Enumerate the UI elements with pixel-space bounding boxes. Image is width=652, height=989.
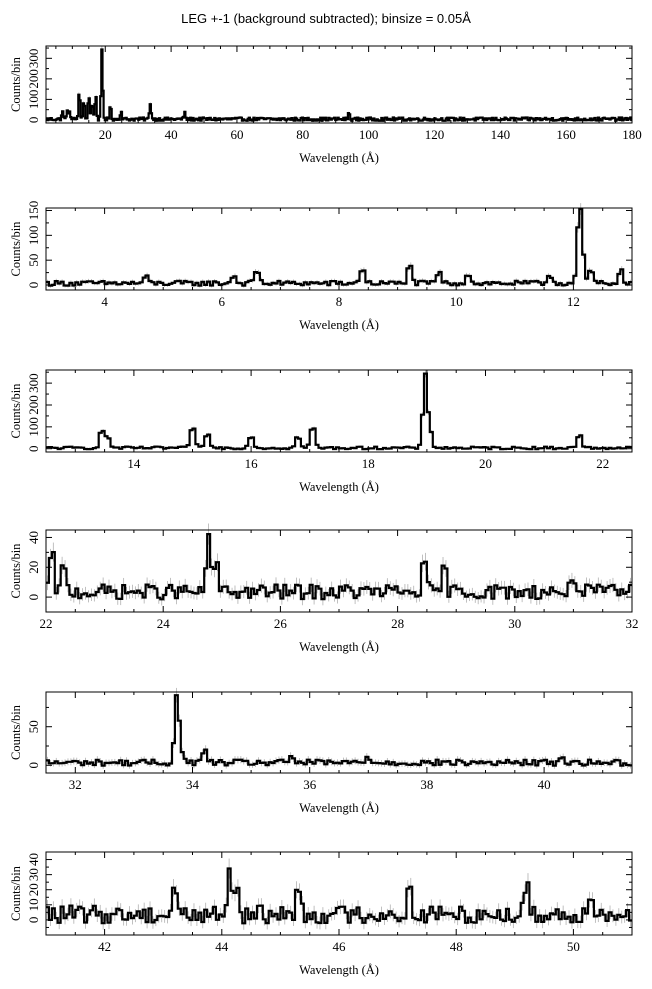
panel-2-x-axis-label: Wavelength (Å) bbox=[299, 318, 379, 332]
panel-5-x-tick-label: 38 bbox=[420, 777, 433, 792]
panel-5-error-bars bbox=[47, 687, 631, 769]
panel-5: 32 34 36 38 40 0 50 Wavelength (Å) Counts/bin bbox=[9, 687, 633, 815]
panel-3-x-tick-label: 20 bbox=[479, 456, 492, 471]
panel-3-y-tick-label: 300 bbox=[26, 373, 41, 393]
panel-3-x-axis-label: Wavelength (Å) bbox=[299, 480, 379, 494]
panel-3-x-tick-label: 22 bbox=[596, 456, 609, 471]
panel-2: 4 6 8 10 12 0 50 100 150 Wavelength (Å) Counts/bin bbox=[9, 201, 633, 332]
panel-4-y-axis-label: Counts/bin bbox=[9, 543, 23, 599]
panel-4-y-tick-label: 40 bbox=[26, 531, 41, 544]
panel-1-y-tick-label: 300 bbox=[26, 49, 41, 69]
panel-6: 42 44 46 48 50 0 10 20 30 40 Wavelength (Å) Counts/… bbox=[9, 851, 633, 977]
panel-1-spectrum-line bbox=[46, 48, 633, 122]
panel-6-spectrum-line bbox=[46, 867, 632, 925]
panel-6-x-axis-label: Wavelength (Å) bbox=[299, 963, 379, 977]
panel-6-y-tick-label: 10 bbox=[26, 898, 41, 911]
panel-6-y-tick-label: 20 bbox=[26, 883, 41, 896]
panel-6-y-tick-label: 30 bbox=[26, 868, 41, 881]
panel-3-plot-frame bbox=[45, 369, 633, 453]
panel-3-x-tick-label: 16 bbox=[245, 456, 259, 471]
panel-2-y-tick-label: 100 bbox=[26, 226, 41, 246]
panel-4-x-axis-label: Wavelength (Å) bbox=[299, 640, 379, 654]
panel-4-x-tick-label: 28 bbox=[391, 616, 404, 631]
panel-3-spectrum-line bbox=[46, 372, 632, 451]
panel-1-x-tick-label: 20 bbox=[99, 127, 112, 142]
panel-5-x-axis-label: Wavelength (Å) bbox=[299, 801, 379, 815]
panel-2-error-bars bbox=[47, 203, 631, 288]
panel-5-y-tick-label: 0 bbox=[26, 762, 41, 769]
panel-3: 14 16 18 20 22 0 100 200 300 Wavelength (Å) Counts… bbox=[9, 369, 633, 494]
panel-2-plot-frame bbox=[45, 207, 633, 291]
panel-1-error-bars bbox=[46, 46, 633, 122]
panel-4-x-tick-label: 32 bbox=[626, 616, 639, 631]
panel-1-x-tick-label: 100 bbox=[359, 127, 379, 142]
panel-6-y-tick-label: 0 bbox=[26, 917, 41, 924]
panel-1-x-tick-label: 160 bbox=[556, 127, 576, 142]
panel-2-x-tick-label: 10 bbox=[450, 294, 463, 309]
panel-1-y-tick-label: 0 bbox=[26, 117, 41, 124]
panel-2-y-tick-label: 150 bbox=[26, 201, 41, 221]
panel-4-x-tick-label: 26 bbox=[274, 616, 288, 631]
panel-1-x-axis-label: Wavelength (Å) bbox=[299, 151, 379, 165]
panel-6-x-tick-label: 50 bbox=[567, 939, 580, 954]
panel-3-error-bars bbox=[47, 369, 631, 451]
panel-4-x-tick-label: 22 bbox=[40, 616, 53, 631]
panel-6-y-tick-label: 40 bbox=[26, 853, 41, 866]
panel-5-x-tick-label: 32 bbox=[69, 777, 82, 792]
panel-1-y-tick-label: 100 bbox=[26, 90, 41, 110]
panel-1-x-tick-label: 60 bbox=[230, 127, 243, 142]
panel-5-x-tick-label: 36 bbox=[303, 777, 317, 792]
panel-2-y-tick-label: 50 bbox=[26, 254, 41, 267]
panel-1-plot-frame bbox=[45, 45, 633, 124]
panel-5-x-tick-label: 40 bbox=[538, 777, 551, 792]
panel-5-x-tick-label: 34 bbox=[186, 777, 200, 792]
panel-3-y-tick-label: 100 bbox=[26, 417, 41, 437]
panel-2-y-tick-label: 0 bbox=[26, 282, 41, 289]
panel-2-x-tick-label: 6 bbox=[219, 294, 226, 309]
panel-2-y-axis-label: Counts/bin bbox=[9, 221, 23, 277]
panel-3-y-tick-label: 0 bbox=[26, 445, 41, 452]
panel-6-x-tick-label: 42 bbox=[98, 939, 111, 954]
panel-1-y-tick-label: 200 bbox=[26, 69, 41, 89]
panel-1-x-tick-label: 140 bbox=[491, 127, 511, 142]
panel-3-x-tick-label: 18 bbox=[362, 456, 375, 471]
panel-5-y-tick-label: 50 bbox=[26, 720, 41, 733]
panel-4-spectrum-line bbox=[46, 533, 632, 601]
panel-4-plot-frame bbox=[45, 529, 633, 613]
panel-1-x-tick-label: 40 bbox=[165, 127, 178, 142]
panel-4-y-tick-label: 20 bbox=[26, 561, 41, 574]
panel-6-y-axis-label: Counts/bin bbox=[9, 865, 23, 921]
panel-6-x-tick-label: 44 bbox=[215, 939, 229, 954]
panel-1-x-tick-label: 80 bbox=[296, 127, 309, 142]
panel-5-spectrum-line bbox=[46, 694, 632, 767]
panel-1-x-tick-label: 180 bbox=[622, 127, 642, 142]
panel-1: 20 40 60 80 100 120 140 160 1800100200300Wavelen… bbox=[9, 45, 642, 165]
spectrum-panels: 20 40 60 80 100 120 140 160 1800100200300Wavelen… bbox=[9, 45, 642, 977]
panel-5-y-axis-label: Counts/bin bbox=[9, 704, 23, 760]
panel-3-y-tick-label: 200 bbox=[26, 395, 41, 415]
panel-4-x-tick-label: 30 bbox=[508, 616, 521, 631]
figure-title: LEG +-1 (background subtracted); binsize… bbox=[181, 11, 471, 26]
panel-6-x-tick-label: 46 bbox=[333, 939, 347, 954]
panel-3-y-axis-label: Counts/bin bbox=[9, 383, 23, 439]
panel-2-x-tick-label: 12 bbox=[567, 294, 580, 309]
panel-2-x-tick-label: 8 bbox=[336, 294, 343, 309]
panel-1-x-tick-label: 120 bbox=[425, 127, 445, 142]
panel-4-y-tick-label: 0 bbox=[26, 594, 41, 601]
panel-6-x-tick-label: 48 bbox=[450, 939, 463, 954]
panel-3-x-tick-label: 14 bbox=[127, 456, 141, 471]
panel-4: 22 24 26 28 30 32 0 20 40 Wavelength (Å) Counts/bi… bbox=[9, 523, 639, 654]
panel-2-spectrum-line bbox=[46, 207, 632, 287]
panel-2-x-tick-label: 4 bbox=[101, 294, 108, 309]
panel-1-y-axis-label: Counts/bin bbox=[9, 56, 23, 112]
panel-4-x-tick-label: 24 bbox=[157, 616, 171, 631]
